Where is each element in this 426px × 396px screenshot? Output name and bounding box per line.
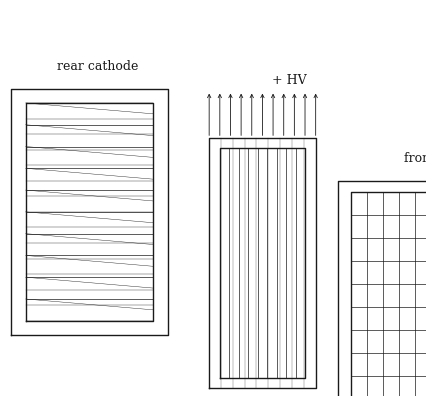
Polygon shape xyxy=(338,181,426,396)
Polygon shape xyxy=(26,103,153,321)
Text: front cathode: front cathode xyxy=(405,152,426,165)
Text: + HV: + HV xyxy=(272,74,307,87)
Text: rear cathode: rear cathode xyxy=(57,60,139,73)
Polygon shape xyxy=(11,89,168,335)
Polygon shape xyxy=(220,148,305,378)
Polygon shape xyxy=(351,192,426,396)
Polygon shape xyxy=(209,138,316,388)
